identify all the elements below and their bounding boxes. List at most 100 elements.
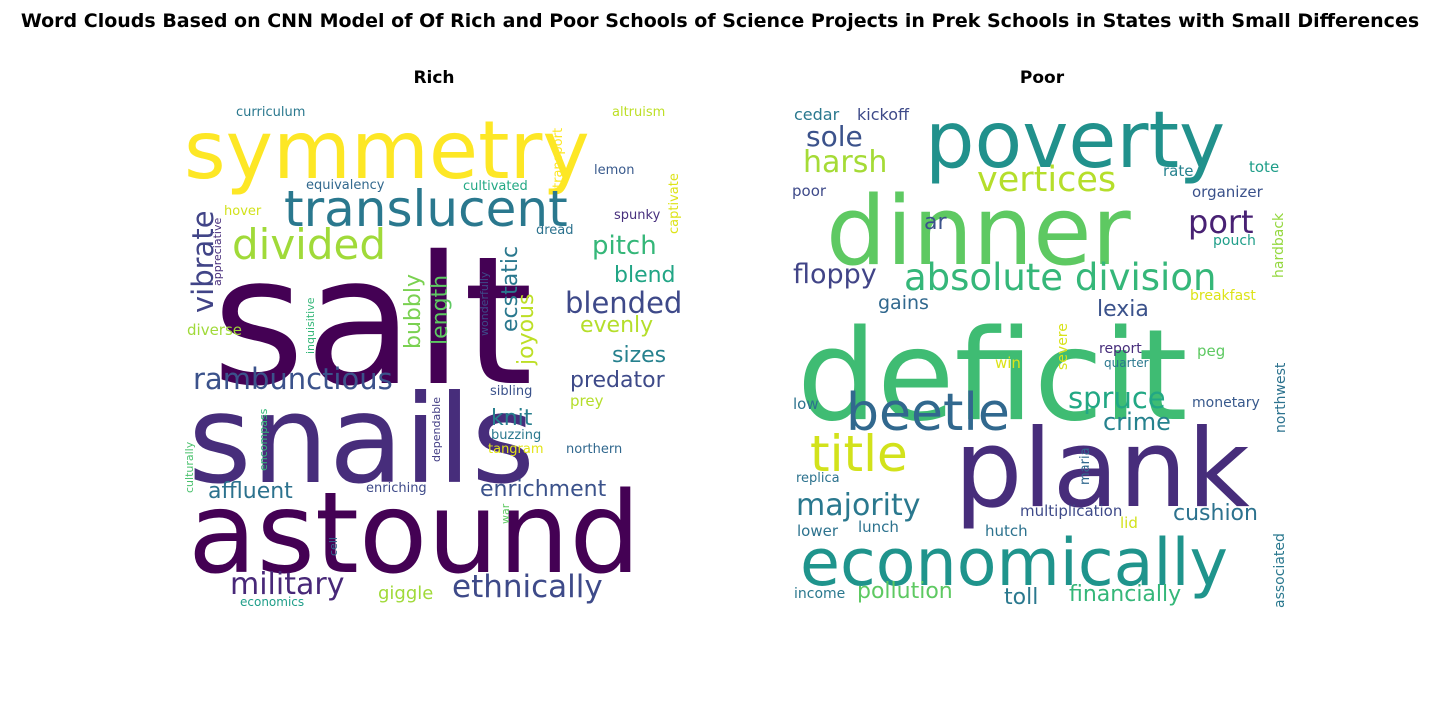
word-poor-toll: toll (1004, 585, 1038, 610)
word-poor-low: low (793, 395, 819, 413)
word-poor-kickoff: kickoff (857, 105, 910, 124)
word-rich-diverse: diverse (187, 321, 242, 339)
word-rich-blend: blend (614, 263, 676, 288)
word-rich-giggle: giggle (378, 583, 433, 604)
word-poor-peg: peg (1197, 342, 1225, 360)
word-poor-cedar: cedar (794, 105, 840, 124)
word-rich-northern: northern (566, 442, 622, 457)
word-rich-equivalency: equivalency (306, 178, 385, 193)
word-poor-sole: sole (806, 120, 863, 153)
word-poor-plank: plank (954, 407, 1250, 532)
word-rich-tangram: tangram (488, 442, 544, 457)
word-rich-bubbly: bubbly (401, 274, 426, 349)
word-poor-poverty: poverty (925, 96, 1225, 186)
word-rich-predator: predator (570, 368, 666, 393)
word-poor-crime: crime (1103, 408, 1171, 436)
word-rich-dread: dread (536, 223, 574, 238)
word-poor-economically: economically (800, 526, 1228, 601)
word-poor-organizer: organizer (1192, 183, 1264, 201)
word-rich-culturally: culturally (183, 441, 196, 493)
word-rich-buzzing: buzzing (491, 428, 541, 443)
figure-title: Word Clouds Based on CNN Model of Of Ric… (20, 10, 1420, 32)
word-rich-appreciative: appreciative (211, 218, 224, 286)
word-rich-astound: astound (188, 469, 640, 599)
word-rich-snails: snails (188, 369, 535, 511)
word-rich-sibling: sibling (490, 384, 532, 399)
subplot-title-rich: Rich (413, 68, 455, 88)
word-poor-title: title (810, 425, 908, 483)
word-rich-knit: knit (491, 406, 533, 431)
word-poor-lexia: lexia (1097, 297, 1149, 322)
word-rich-enrichment: enrichment (480, 477, 607, 502)
word-rich-evenly: evenly (580, 313, 653, 338)
word-rich-salt: salt (212, 218, 533, 425)
word-poor-ar: ar (924, 210, 947, 235)
word-poor-absolute-division: absolute division (904, 256, 1216, 299)
word-poor-multiplication: multiplication (1020, 502, 1122, 520)
word-poor-lower: lower (797, 522, 839, 540)
word-poor-severe: severe (1055, 323, 1071, 370)
word-poor-poor: poor (792, 182, 827, 200)
word-poor-pollution: pollution (857, 579, 953, 604)
word-rich-affluent: affluent (208, 479, 293, 504)
word-poor-port: port (1188, 203, 1254, 241)
word-rich-pitch: pitch (592, 231, 657, 261)
word-rich-war: war (499, 503, 512, 524)
word-rich-hover: hover (224, 204, 262, 219)
word-poor-lid: lid (1120, 514, 1138, 532)
word-rich-inquisitive: inquisitive (304, 297, 317, 354)
word-poor-tote: tote (1249, 158, 1279, 176)
word-rich-altruism: altruism (612, 105, 665, 120)
word-poor-floppy: floppy (793, 259, 877, 290)
word-poor-spruce: spruce (1068, 381, 1166, 415)
word-rich-dependable: dependable (430, 397, 443, 462)
word-rich-blended: blended (565, 286, 682, 320)
word-rich-cultivated: cultivated (463, 179, 528, 194)
word-rich-lemon: lemon (594, 163, 634, 178)
word-poor-majority: majority (796, 488, 920, 523)
word-rich-ecstatic: ecstatic (498, 246, 523, 332)
word-poor-quarter: quarter (1104, 356, 1149, 370)
word-rich-length: length (428, 275, 453, 345)
word-rich-cell: cell (327, 537, 340, 556)
word-rich-ethnically: ethnically (452, 569, 603, 605)
word-poor-income: income (794, 586, 845, 602)
word-rich-captivate: captivate (667, 173, 682, 234)
word-rich-curriculum: curriculum (236, 105, 305, 120)
word-rich-translucent: translucent (284, 180, 568, 238)
word-rich-military: military (230, 567, 344, 602)
word-poor-financially: financially (1069, 582, 1181, 607)
word-rich-divided: divided (232, 220, 386, 269)
word-poor-replica: replica (796, 471, 840, 486)
word-rich-sizes: sizes (612, 343, 666, 368)
word-rich-rambunctious: rambunctious (193, 362, 393, 396)
word-poor-maria: maria (1078, 447, 1093, 485)
word-poor-breakfast: breakfast (1190, 288, 1256, 304)
word-rich-prey: prey (570, 392, 604, 410)
word-poor-hardback: hardback (1271, 212, 1287, 278)
word-poor-harsh: harsh (803, 145, 887, 180)
word-rich-wonderfully: wonderfully (478, 271, 491, 336)
word-poor-win: win (995, 354, 1021, 372)
word-rich-joyous: joyous (514, 294, 539, 366)
subplot-title-poor: Poor (1019, 68, 1065, 88)
word-poor-beetle: beetle (846, 383, 1010, 443)
word-poor-cushion: cushion (1173, 501, 1258, 526)
word-poor-vertices: vertices (977, 160, 1116, 200)
word-rich-encompass: encompass (257, 408, 270, 471)
word-rich-vibrate: vibrate (186, 210, 220, 313)
word-poor-gains: gains (878, 292, 929, 314)
word-poor-pouch: pouch (1213, 233, 1256, 249)
word-poor-deficit: deficit (797, 302, 1188, 449)
word-rich-symmetry: symmetry (184, 104, 590, 197)
word-poor-associated: associated (1272, 533, 1288, 608)
word-poor-rate: rate (1163, 162, 1193, 180)
word-poor-dinner: dinner (826, 177, 1132, 287)
word-poor-hutch: hutch (985, 522, 1028, 540)
word-poor-report: report (1099, 341, 1142, 357)
word-poor-monetary: monetary (1192, 395, 1260, 411)
word-poor-lunch: lunch (858, 518, 899, 536)
word-rich-enriching: enriching (366, 481, 427, 496)
